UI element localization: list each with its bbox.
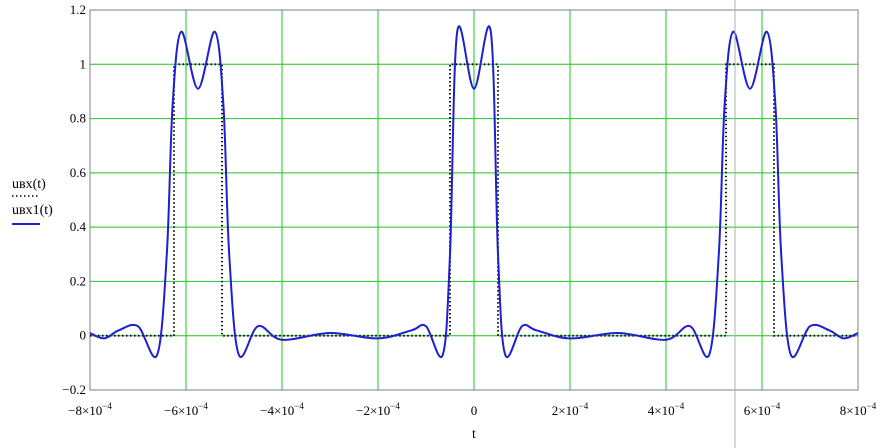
legend-label-uvx1: uвх1(t) [12, 203, 53, 218]
x-tick-label: −6×10−4 [164, 401, 208, 418]
y-tick-label: 0.4 [70, 219, 87, 234]
y-tick-labels: 1.2 1 0.8 0.6 0.4 0.2 0 −0.2 [62, 2, 86, 397]
grid-lines [90, 10, 858, 390]
y-tick-label: 1.2 [70, 2, 86, 17]
y-tick-label: −0.2 [62, 382, 86, 397]
x-tick-label: 8×10−4 [840, 401, 877, 418]
series-uvx1-line [89, 25, 859, 359]
plot-frame [89, 9, 859, 391]
legend-label-uvx: uвх(t) [12, 177, 46, 192]
x-tick-label: 2×10−4 [552, 401, 589, 418]
x-tick-label: 6×10−4 [744, 401, 781, 418]
legend: uвх(t) uвх1(t) [12, 177, 53, 225]
y-tick-label: 0 [80, 328, 87, 343]
x-tick-label: −2×10−4 [356, 401, 400, 418]
y-tick-label: 1 [80, 56, 87, 71]
x-tick-label: 4×10−4 [648, 401, 685, 418]
x-tick-label: −8×10−4 [68, 401, 112, 418]
x-tick-label: 0 [471, 403, 478, 418]
x-tick-labels: −8×10−4 −6×10−4 −4×10−4 −2×10−4 0 2×10−4 4×10−… [68, 401, 877, 418]
y-tick-label: 0.2 [70, 273, 86, 288]
series-layer [89, 25, 859, 359]
y-tick-label: 0.6 [70, 165, 87, 180]
x-tick-label: −4×10−4 [260, 401, 304, 418]
y-tick-label: 0.8 [70, 111, 86, 126]
x-axis-label: t [472, 427, 476, 442]
series-uvx-line [90, 63, 858, 337]
